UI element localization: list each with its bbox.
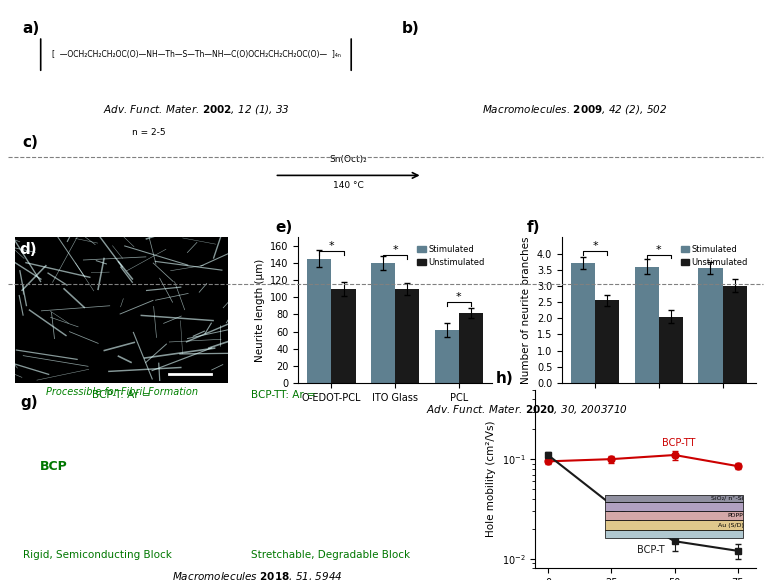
Text: f): f) — [527, 220, 540, 234]
Text: BCP: BCP — [39, 460, 67, 473]
Text: Adv. Funct. Mater. $\bf{2020}$, 30, 2003710: Adv. Funct. Mater. $\bf{2020}$, 30, 2003… — [426, 403, 628, 416]
Text: h): h) — [496, 371, 513, 386]
Text: *: * — [456, 292, 462, 302]
Line: BCP-T: BCP-T — [544, 452, 742, 554]
Text: d): d) — [20, 242, 37, 257]
Text: e): e) — [275, 220, 292, 234]
BCP-TT — [733, 463, 742, 470]
Text: *: * — [656, 245, 662, 255]
Bar — [571, 263, 595, 383]
Bar — [396, 289, 419, 383]
Bar — [435, 330, 459, 383]
Y-axis label: Number of neurite branches: Number of neurite branches — [521, 237, 531, 384]
Line: BCP-TT: BCP-TT — [544, 452, 742, 470]
Text: *: * — [592, 241, 598, 251]
Text: Sn(Oct)₂: Sn(Oct)₂ — [330, 155, 367, 164]
Text: Processible for Fibril Formation: Processible for Fibril Formation — [46, 387, 198, 397]
Y-axis label: Neurite length (μm): Neurite length (μm) — [254, 259, 264, 362]
Text: Stretchable, Degradable Block: Stretchable, Degradable Block — [251, 550, 410, 560]
Bar — [699, 268, 722, 383]
Text: 140 °C: 140 °C — [333, 182, 364, 190]
Text: BCP-TT: Ar =: BCP-TT: Ar = — [251, 390, 316, 400]
Text: c): c) — [23, 135, 39, 150]
Text: BCP-T: Ar =: BCP-T: Ar = — [93, 390, 151, 400]
BCP-T — [670, 538, 679, 545]
Text: Macromolecules. $\bf{2009}$, 42 (2), 502: Macromolecules. $\bf{2009}$, 42 (2), 502 — [483, 103, 668, 117]
Text: *: * — [328, 241, 334, 251]
Text: g): g) — [20, 395, 38, 410]
Text: a): a) — [22, 20, 40, 35]
Y-axis label: Hole mobility (cm²/Vs): Hole mobility (cm²/Vs) — [487, 420, 497, 537]
BCP-T — [733, 548, 742, 554]
BCP-TT — [607, 456, 616, 463]
Bar — [371, 263, 396, 383]
Legend: Stimulated, Unstimulated: Stimulated, Unstimulated — [414, 242, 488, 270]
Bar — [722, 286, 747, 383]
Bar — [332, 289, 355, 383]
BCP-T — [607, 501, 616, 508]
Bar — [658, 317, 683, 383]
Legend: Stimulated, Unstimulated: Stimulated, Unstimulated — [678, 242, 752, 270]
Text: Rigid, Semiconducting Block: Rigid, Semiconducting Block — [23, 550, 172, 560]
Text: n = 2-5: n = 2-5 — [132, 128, 166, 137]
Bar — [635, 267, 658, 383]
Bar — [459, 313, 483, 383]
Text: b): b) — [402, 20, 419, 35]
Text: Adv. Funct. Mater. $\bf{2002}$, 12 (1), 33: Adv. Funct. Mater. $\bf{2002}$, 12 (1), … — [103, 103, 289, 117]
Bar — [307, 259, 332, 383]
BCP-T — [544, 452, 553, 459]
Text: BCP-TT: BCP-TT — [662, 438, 695, 448]
Text: BCP-T: BCP-T — [637, 545, 664, 554]
BCP-TT — [670, 452, 679, 459]
BCP-TT — [544, 458, 553, 465]
Text: *: * — [392, 245, 398, 255]
Text: [  —OCH₂CH₂CH₂OC(O)—NH—Th—S—Th—NH—C(O)OCH₂CH₂CH₂OC(O)—  ]₄ₙ: [ —OCH₂CH₂CH₂OC(O)—NH—Th—S—Th—NH—C(O)OCH… — [52, 49, 340, 59]
Bar — [595, 300, 619, 383]
Text: Macromolecules $\bf{2018}$, 51, 5944: Macromolecules $\bf{2018}$, 51, 5944 — [173, 570, 343, 580]
